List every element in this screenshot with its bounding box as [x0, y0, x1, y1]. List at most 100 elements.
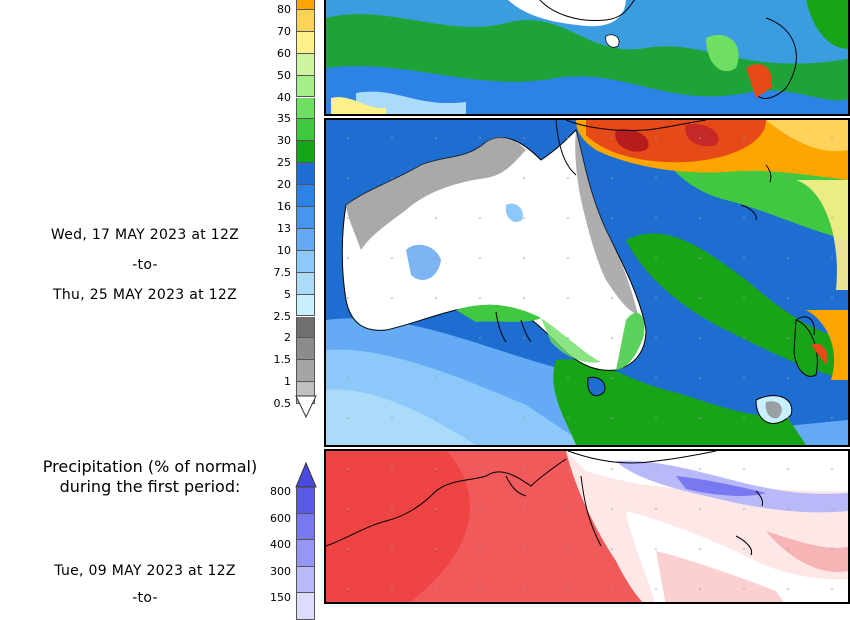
rain-colorbar-tick-label: 13 [277, 221, 291, 235]
graticule-dot [567, 257, 569, 259]
graticule-dot [567, 588, 569, 590]
graticule-dot [743, 377, 745, 379]
graticule-dot [479, 468, 481, 470]
graticule-dot [567, 137, 569, 139]
graticule-dot [347, 257, 349, 259]
graticule-dot [567, 337, 569, 339]
graticule-dot [347, 588, 349, 590]
graticule-dot [567, 377, 569, 379]
graticule-dot [611, 217, 613, 219]
graticule-dot [787, 508, 789, 510]
graticule-dot [699, 417, 701, 419]
graticule-dot [743, 548, 745, 550]
graticule-dot [655, 177, 657, 179]
rain-colorbar-tick-label: 16 [277, 200, 291, 213]
graticule-dot [567, 548, 569, 550]
graticule-dot [435, 468, 437, 470]
rain-colorbar-cell [296, 228, 315, 251]
rain-colorbar-cell [296, 250, 315, 273]
graticule-dot [831, 137, 833, 139]
rain-colorbar-cell [296, 316, 315, 339]
map-accumulated-precip [324, 118, 850, 447]
graticule-dot [435, 137, 437, 139]
graticule-dot [655, 217, 657, 219]
graticule-dot [435, 217, 437, 219]
graticule-dot [699, 217, 701, 219]
graticule-dot [787, 417, 789, 419]
graticule-dot [831, 508, 833, 510]
graticule-dot [435, 337, 437, 339]
normal-colorbar-cell [296, 487, 315, 514]
rain-colorbar-cell [296, 119, 315, 142]
graticule-dot [611, 468, 613, 470]
rain-colorbar-tick-label: 30 [277, 134, 291, 148]
graticule-dot [391, 217, 393, 219]
graticule-dot [391, 337, 393, 339]
graticule-dot [787, 137, 789, 139]
graticule-dot [743, 297, 745, 299]
graticule-dot [611, 588, 613, 590]
graticule-dot [479, 337, 481, 339]
graticule-dot [479, 417, 481, 419]
rain-colorbar-tick-label: 25 [277, 156, 291, 170]
graticule-dot [479, 137, 481, 139]
graticule-dot [479, 257, 481, 259]
rain-colorbar-cell [296, 207, 315, 229]
graticule-dot [347, 217, 349, 219]
graticule-dot [347, 508, 349, 510]
graticule-dot [699, 508, 701, 510]
rain-colorbar-cell [296, 53, 315, 76]
map-top-graphic [326, 0, 848, 114]
rain-colorbar-cell [296, 141, 315, 164]
graticule-dot [435, 417, 437, 419]
graticule-dot [787, 177, 789, 179]
graticule-dot [523, 377, 525, 379]
graticule-dot [655, 337, 657, 339]
rain-colorbar-tick-label: 10 [277, 243, 291, 257]
graticule-dot [699, 177, 701, 179]
graticule-dot [787, 588, 789, 590]
graticule-dot [699, 337, 701, 339]
normal-section-title-1: Precipitation (% of normal) [42, 457, 258, 476]
graticule-dot [787, 257, 789, 259]
graticule-dot [523, 137, 525, 139]
graticule-dot [611, 548, 613, 550]
rain-colorbar-tick-label: 60 [277, 46, 291, 60]
graticule-dot [523, 177, 525, 179]
normal-colorbar-tick-label: 400 [270, 538, 291, 551]
rain-colorbar-tick-label: 2 [284, 331, 291, 345]
normal-colorbar-tick-label: 800 [270, 485, 291, 498]
rain-colorbar-cell [296, 31, 315, 54]
graticule-dot [347, 548, 349, 550]
graticule-dot [831, 377, 833, 379]
normal-section-title-2: during the first period: [59, 477, 241, 496]
normal-period-start-date: Tue, 09 MAY 2023 at 12Z [54, 563, 236, 579]
graticule-dot [831, 217, 833, 219]
graticule-dot [479, 588, 481, 590]
graticule-dot [655, 508, 657, 510]
graticule-dot [435, 257, 437, 259]
graticule-dot [655, 137, 657, 139]
graticule-dot [743, 417, 745, 419]
graticule-dot [655, 377, 657, 379]
rain-colorbar-tick-label: 40 [277, 90, 291, 104]
normal-colorbar-cell [296, 540, 315, 567]
graticule-dot [743, 468, 745, 470]
graticule-dot [787, 548, 789, 550]
graticule-dot [655, 297, 657, 299]
graticule-dot [831, 337, 833, 339]
graticule-dot [787, 337, 789, 339]
graticule-dot [567, 417, 569, 419]
graticule-dot [523, 297, 525, 299]
graticule-dot [347, 468, 349, 470]
graticule-dot [523, 257, 525, 259]
rain-colorbar-cell [296, 360, 315, 383]
graticule-dot [479, 377, 481, 379]
graticule-dot [479, 297, 481, 299]
graticule-dot [787, 377, 789, 379]
graticule-dot [567, 217, 569, 219]
graticule-dot [699, 257, 701, 259]
rain-colorbar-cell [296, 9, 315, 32]
graticule-dot [523, 417, 525, 419]
colorbar-min-arrow [295, 395, 317, 419]
